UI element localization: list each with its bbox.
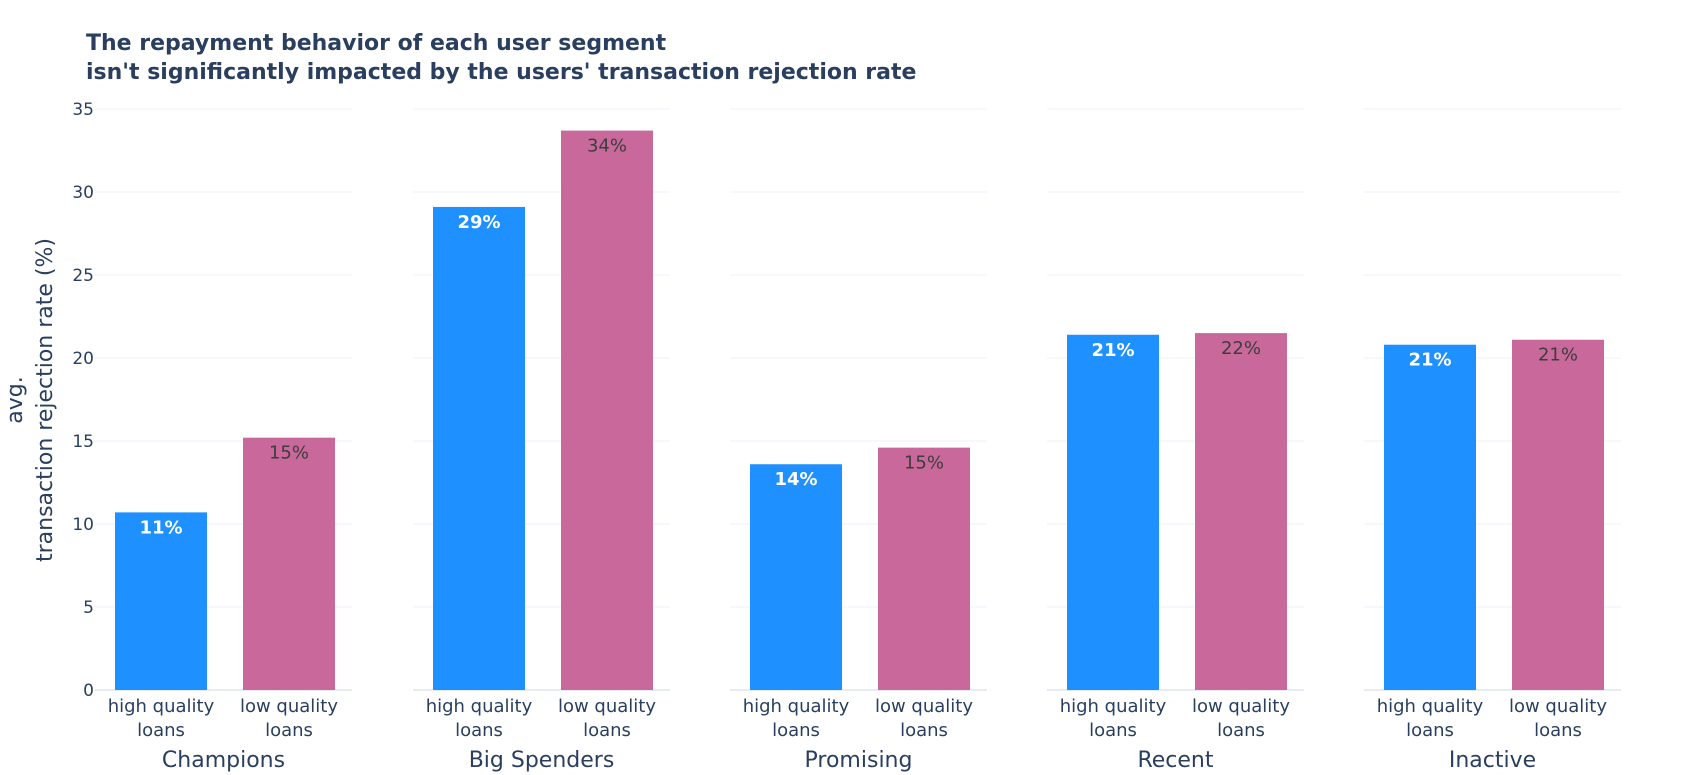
panel-label: Recent xyxy=(1137,748,1213,773)
category-tick-label: high quality xyxy=(743,696,850,717)
bar-high-quality xyxy=(1067,334,1159,690)
category-tick-label: low quality xyxy=(875,696,973,717)
category-tick-label: high quality xyxy=(1060,696,1167,717)
y-axis-label: avg. transaction rejection rate (%) xyxy=(3,238,58,562)
y-tick-label: 15 xyxy=(72,432,94,452)
category-tick-label: loans xyxy=(265,720,313,741)
category-tick-label: loans xyxy=(1534,720,1582,741)
data-label: 11% xyxy=(139,517,182,538)
y-tick-label: 10 xyxy=(72,515,94,535)
y-tick-label: 25 xyxy=(72,266,94,286)
data-label: 21% xyxy=(1408,350,1451,371)
y-tick-label: 20 xyxy=(72,349,94,369)
category-tick-label: high quality xyxy=(426,696,533,717)
plot-area: 0 5 10 15 20 25 30 35 11% high quality loans 15% low… xyxy=(72,100,1621,773)
chart-title-line-2: isn't significantly impacted by the user… xyxy=(86,60,916,85)
bar-low-quality xyxy=(1195,333,1287,690)
bar-low-quality xyxy=(243,437,335,690)
category-tick-label: loans xyxy=(1217,720,1265,741)
panel-label: Promising xyxy=(805,748,913,773)
bar-high-quality xyxy=(115,512,207,690)
panel-label: Big Spenders xyxy=(469,748,615,773)
data-label: 15% xyxy=(269,443,309,464)
data-label: 14% xyxy=(774,469,817,490)
data-label: 22% xyxy=(1221,338,1261,359)
category-tick-label: loans xyxy=(1406,720,1454,741)
panel-label: Champions xyxy=(162,748,285,773)
category-tick-label: high quality xyxy=(108,696,215,717)
category-tick-label: low quality xyxy=(558,696,656,717)
chart-title-line-1: The repayment behavior of each user segm… xyxy=(86,31,667,56)
data-label: 15% xyxy=(904,453,944,474)
category-tick-label: low quality xyxy=(1509,696,1607,717)
data-label: 29% xyxy=(457,212,500,233)
category-tick-label: loans xyxy=(1089,720,1137,741)
category-tick-label: low quality xyxy=(1192,696,1290,717)
category-tick-label: loans xyxy=(583,720,631,741)
bar-high-quality xyxy=(750,464,842,690)
y-axis-label-line-1: avg. xyxy=(3,376,28,423)
category-tick-label: high quality xyxy=(1377,696,1484,717)
data-label: 21% xyxy=(1091,340,1134,361)
bar-low-quality xyxy=(1512,339,1604,690)
bar-low-quality xyxy=(561,130,653,690)
y-tick-label: 30 xyxy=(72,183,94,203)
y-tick-label: 5 xyxy=(83,598,94,618)
bar-low-quality xyxy=(878,447,970,690)
y-tick-label: 0 xyxy=(83,681,94,701)
category-tick-label: loans xyxy=(900,720,948,741)
y-tick-label: 35 xyxy=(72,100,94,120)
bar-high-quality xyxy=(433,206,525,690)
bar-high-quality xyxy=(1384,344,1476,690)
data-label: 21% xyxy=(1538,345,1578,366)
category-tick-label: low quality xyxy=(240,696,338,717)
category-tick-label: loans xyxy=(772,720,820,741)
category-tick-label: loans xyxy=(455,720,503,741)
data-label: 34% xyxy=(587,136,627,157)
y-axis-label-line-2: transaction rejection rate (%) xyxy=(33,238,58,562)
category-tick-label: loans xyxy=(137,720,185,741)
panel-label: Inactive xyxy=(1449,748,1536,773)
